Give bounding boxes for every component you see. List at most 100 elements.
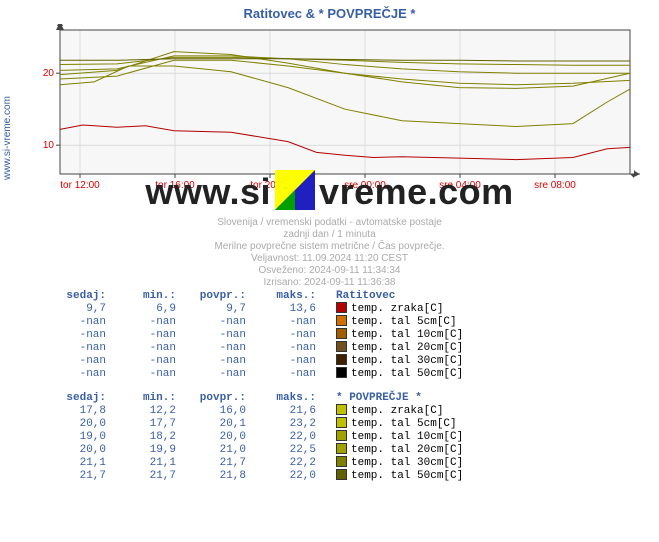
col-header: povpr.: [180, 290, 250, 302]
legend-cell: temp. tal 20cm[C] [332, 443, 467, 456]
legend-cell: temp. tal 5cm[C] [332, 315, 467, 328]
data-cell: 22,0 [250, 469, 320, 482]
color-swatch-icon [336, 469, 347, 480]
legend-cell: temp. tal 10cm[C] [332, 430, 467, 443]
legend-cell: temp. tal 5cm[C] [332, 417, 467, 430]
data-cell: -nan [40, 354, 110, 367]
svg-text:sre 08:00: sre 08:00 [534, 180, 576, 191]
data-cell: -nan [250, 328, 320, 341]
data-cell: -nan [180, 354, 250, 367]
data-cell: 9,7 [180, 302, 250, 315]
color-swatch-icon [336, 328, 347, 339]
subtitle-6: Izrisano: 2024-09-11 11:36:38 [0, 277, 659, 288]
legend-cell: temp. tal 50cm[C] [332, 469, 467, 482]
legend-cell: temp. tal 30cm[C] [332, 456, 467, 469]
data-cell: 21,1 [110, 456, 180, 469]
col-header: povpr.: [180, 392, 250, 404]
data-cell: 21,7 [110, 469, 180, 482]
data-cell: 22,0 [250, 430, 320, 443]
data-cell: 21,7 [40, 469, 110, 482]
color-swatch-icon [336, 367, 347, 378]
data-cell: -nan [180, 341, 250, 354]
data-cell: 23,2 [250, 417, 320, 430]
legend-cell: temp. tal 10cm[C] [332, 328, 467, 341]
data-cell: 20,0 [180, 430, 250, 443]
svg-text:sre 00:00: sre 00:00 [344, 180, 386, 191]
data-cell: -nan [180, 328, 250, 341]
col-header: min.: [110, 392, 180, 404]
data-cell: -nan [40, 341, 110, 354]
subtitle-2: zadnji dan / 1 minuta [0, 229, 659, 240]
color-swatch-icon [336, 443, 347, 454]
data-cell: 21,7 [180, 456, 250, 469]
data-cell: -nan [250, 341, 320, 354]
col-header: min.: [110, 290, 180, 302]
site-vertical-label: www.si-vreme.com [2, 96, 13, 180]
legend-cell: temp. zraka[C] [332, 302, 467, 315]
data-cell: -nan [40, 328, 110, 341]
data-cell: -nan [40, 315, 110, 328]
data-cell: 16,0 [180, 404, 250, 417]
legend-cell: temp. tal 20cm[C] [332, 341, 467, 354]
data-cell: -nan [250, 315, 320, 328]
data-cell: 17,7 [110, 417, 180, 430]
col-header: sedaj: [40, 392, 110, 404]
svg-text:sre 04:00: sre 04:00 [439, 180, 481, 191]
data-cell: -nan [250, 354, 320, 367]
data-cell: 19,0 [40, 430, 110, 443]
chart-title: Ratitovec & * POVPREČJE * [0, 0, 659, 21]
chart-area: tor 12:00 tor 16:00 tor 20:00 sre 00:00 sre … [30, 24, 644, 214]
data-cell: 22,5 [250, 443, 320, 456]
legend-cell: temp. tal 30cm[C] [332, 354, 467, 367]
col-header: maks.: [250, 392, 320, 404]
color-swatch-icon [336, 341, 347, 352]
color-swatch-icon [336, 302, 347, 313]
col-header: maks.: [250, 290, 320, 302]
data-cell: -nan [180, 367, 250, 380]
data-cell: 21,6 [250, 404, 320, 417]
data-cell: -nan [40, 367, 110, 380]
data-cell: 19,9 [110, 443, 180, 456]
data-cell: -nan [250, 367, 320, 380]
data-cell: 20,1 [180, 417, 250, 430]
svg-text:tor 16:00: tor 16:00 [155, 180, 195, 191]
data-cell: 6,9 [110, 302, 180, 315]
color-swatch-icon [336, 404, 347, 415]
svg-text:tor 20:00: tor 20:00 [250, 180, 290, 191]
col-header: sedaj: [40, 290, 110, 302]
data-cell: 17,8 [40, 404, 110, 417]
data-cell: 21,8 [180, 469, 250, 482]
data-cell: 9,7 [40, 302, 110, 315]
group-name: Ratitovec [332, 290, 467, 302]
data-cell: 13,6 [250, 302, 320, 315]
data-cell: 21,0 [180, 443, 250, 456]
color-swatch-icon [336, 354, 347, 365]
color-swatch-icon [336, 417, 347, 428]
data-cell: -nan [110, 328, 180, 341]
color-swatch-icon [336, 315, 347, 326]
svg-text:20: 20 [43, 68, 55, 79]
data-cell: -nan [110, 315, 180, 328]
data-cell: 18,2 [110, 430, 180, 443]
data-cell: -nan [110, 354, 180, 367]
svg-text:10: 10 [43, 140, 55, 151]
data-cell: -nan [180, 315, 250, 328]
data-cell: -nan [110, 341, 180, 354]
subtitle-5: Osveženo: 2024-09-11 11:34:34 [0, 265, 659, 276]
legend-cell: temp. tal 50cm[C] [332, 367, 467, 380]
data-tables: sedaj:min.:povpr.:maks.:Ratitovec9,76,99… [40, 290, 639, 482]
data-cell: 20,0 [40, 417, 110, 430]
legend-cell: temp. zraka[C] [332, 404, 467, 417]
data-cell: 21,1 [40, 456, 110, 469]
subtitle-4: Veljavnost: 11.09.2024 11:20 CEST [0, 253, 659, 264]
data-cell: -nan [110, 367, 180, 380]
data-cell: 12,2 [110, 404, 180, 417]
data-cell: 22,2 [250, 456, 320, 469]
svg-text:tor 12:00: tor 12:00 [60, 180, 100, 191]
data-cell: 20,0 [40, 443, 110, 456]
subtitle-1: Slovenija / vremenski podatki - avtomats… [0, 217, 659, 228]
color-swatch-icon [336, 456, 347, 467]
group-name: * POVPREČJE * [332, 392, 467, 404]
subtitle-3: Merilne povprečne sistem metrične / Čas … [0, 241, 659, 252]
chart-svg: tor 12:00 tor 16:00 tor 20:00 sre 00:00 sre … [30, 24, 644, 214]
